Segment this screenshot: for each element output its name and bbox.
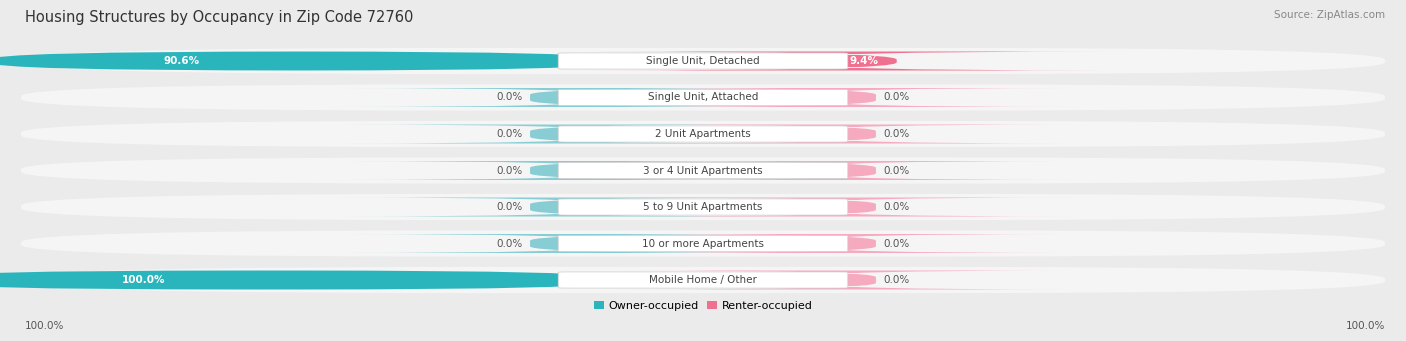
Text: Single Unit, Detached: Single Unit, Detached xyxy=(647,56,759,66)
FancyBboxPatch shape xyxy=(558,199,848,215)
FancyBboxPatch shape xyxy=(21,121,1385,147)
FancyBboxPatch shape xyxy=(558,272,848,288)
Text: 90.6%: 90.6% xyxy=(163,56,200,66)
FancyBboxPatch shape xyxy=(340,88,786,107)
FancyBboxPatch shape xyxy=(21,157,1385,184)
Text: 100.0%: 100.0% xyxy=(1346,321,1385,331)
Text: 0.0%: 0.0% xyxy=(496,129,523,139)
Text: 0.0%: 0.0% xyxy=(496,92,523,103)
Text: 9.4%: 9.4% xyxy=(849,56,879,66)
FancyBboxPatch shape xyxy=(340,234,786,253)
Text: 2 Unit Apartments: 2 Unit Apartments xyxy=(655,129,751,139)
FancyBboxPatch shape xyxy=(558,126,848,142)
Text: 0.0%: 0.0% xyxy=(496,165,523,176)
Text: 10 or more Apartments: 10 or more Apartments xyxy=(643,238,763,249)
Text: Mobile Home / Other: Mobile Home / Other xyxy=(650,275,756,285)
Legend: Owner-occupied, Renter-occupied: Owner-occupied, Renter-occupied xyxy=(589,296,817,315)
FancyBboxPatch shape xyxy=(21,267,1385,293)
FancyBboxPatch shape xyxy=(21,194,1385,220)
FancyBboxPatch shape xyxy=(340,197,786,217)
Text: 100.0%: 100.0% xyxy=(25,321,65,331)
Text: 100.0%: 100.0% xyxy=(122,275,165,285)
Text: 0.0%: 0.0% xyxy=(496,238,523,249)
FancyBboxPatch shape xyxy=(340,124,786,144)
Text: 0.0%: 0.0% xyxy=(883,238,910,249)
FancyBboxPatch shape xyxy=(620,197,1073,217)
Text: Source: ZipAtlas.com: Source: ZipAtlas.com xyxy=(1274,10,1385,20)
Text: Single Unit, Attached: Single Unit, Attached xyxy=(648,92,758,103)
Text: 0.0%: 0.0% xyxy=(883,275,910,285)
Text: 0.0%: 0.0% xyxy=(883,92,910,103)
Text: 5 to 9 Unit Apartments: 5 to 9 Unit Apartments xyxy=(644,202,762,212)
Text: Housing Structures by Occupancy in Zip Code 72760: Housing Structures by Occupancy in Zip C… xyxy=(25,10,413,25)
FancyBboxPatch shape xyxy=(620,88,1073,107)
FancyBboxPatch shape xyxy=(620,124,1073,144)
Text: 0.0%: 0.0% xyxy=(883,129,910,139)
FancyBboxPatch shape xyxy=(620,234,1073,253)
FancyBboxPatch shape xyxy=(620,161,1073,180)
FancyBboxPatch shape xyxy=(620,270,1073,290)
FancyBboxPatch shape xyxy=(340,161,786,180)
FancyBboxPatch shape xyxy=(558,89,848,106)
Text: 3 or 4 Unit Apartments: 3 or 4 Unit Apartments xyxy=(643,165,763,176)
FancyBboxPatch shape xyxy=(558,235,848,252)
FancyBboxPatch shape xyxy=(21,48,1385,74)
Text: 0.0%: 0.0% xyxy=(883,165,910,176)
FancyBboxPatch shape xyxy=(0,270,610,290)
FancyBboxPatch shape xyxy=(21,84,1385,110)
FancyBboxPatch shape xyxy=(21,231,1385,257)
FancyBboxPatch shape xyxy=(0,51,610,71)
FancyBboxPatch shape xyxy=(558,162,848,179)
FancyBboxPatch shape xyxy=(586,51,1108,71)
FancyBboxPatch shape xyxy=(558,53,848,69)
Text: 0.0%: 0.0% xyxy=(883,202,910,212)
Text: 0.0%: 0.0% xyxy=(496,202,523,212)
